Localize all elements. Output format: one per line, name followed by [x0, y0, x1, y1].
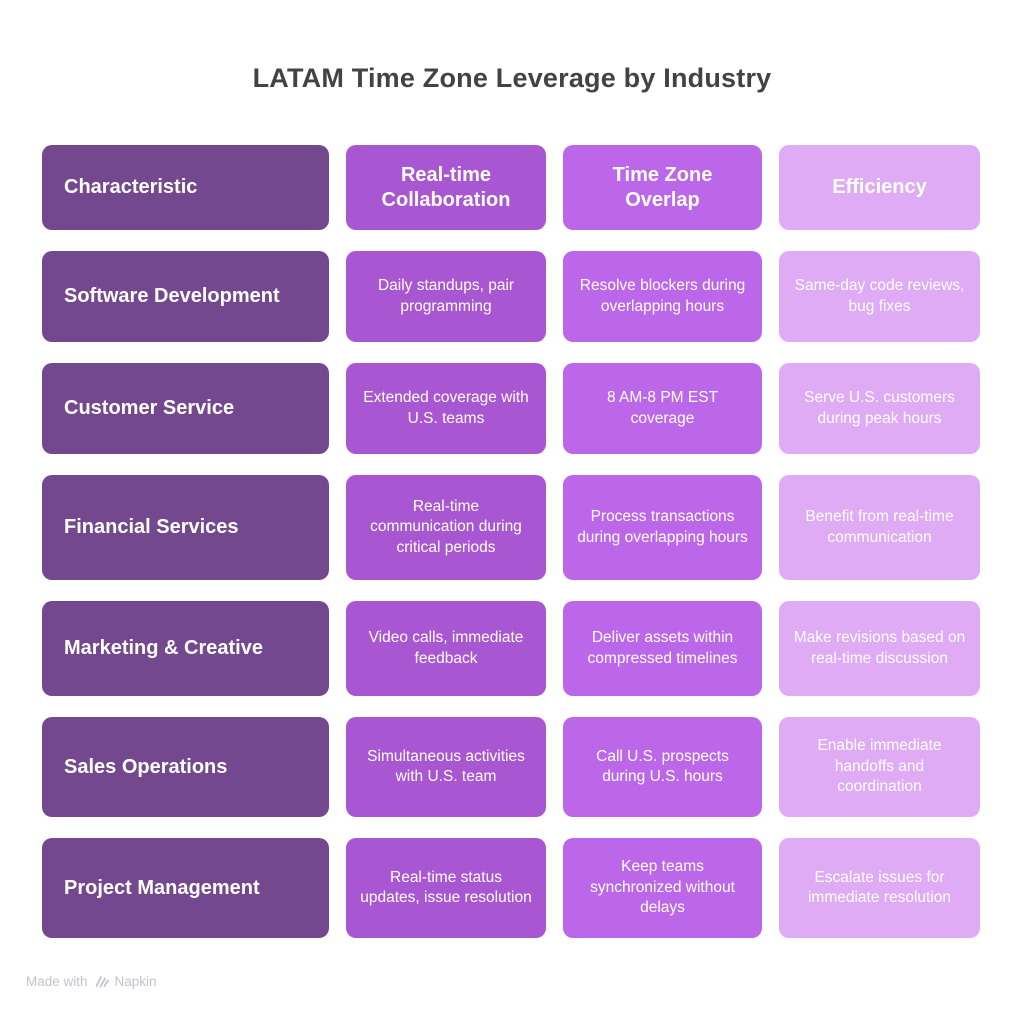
table-cell: Daily standups, pair programming [346, 251, 546, 342]
table-cell: Process transactions during overlapping … [563, 475, 762, 580]
made-with-text: Made with [26, 974, 88, 989]
table-cell: Keep teams synchronized without delays [563, 838, 762, 938]
row-label-customer-service: Customer Service [42, 363, 329, 454]
napkin-brand-text: Napkin [114, 974, 157, 989]
table-cell: Benefit from real-time communication [779, 475, 980, 580]
table-cell: Real-time status updates, issue resoluti… [346, 838, 546, 938]
header-cell-time-zone-overlap: Time Zone Overlap [563, 145, 762, 230]
table-cell: Simultaneous activities with U.S. team [346, 717, 546, 817]
table-cell: Video calls, immediate feedback [346, 601, 546, 696]
industry-matrix-table: Characteristic Real-time Collaboration T… [42, 145, 980, 938]
table-cell: Enable immediate handoffs and coordinati… [779, 717, 980, 817]
row-label-sales-operations: Sales Operations [42, 717, 329, 817]
table-cell: Escalate issues for immediate resolution [779, 838, 980, 938]
table-cell: 8 AM-8 PM EST coverage [563, 363, 762, 454]
page-title: LATAM Time Zone Leverage by Industry [252, 63, 772, 93]
table-cell: Same-day code reviews, bug fixes [779, 251, 980, 342]
table-cell: Real-time communication during critical … [346, 475, 546, 580]
header-cell-efficiency: Efficiency [779, 145, 980, 230]
made-with-napkin-watermark: Made with Napkin [26, 974, 157, 989]
table-cell: Deliver assets within compressed timelin… [563, 601, 762, 696]
header-cell-realtime-collaboration: Real-time Collaboration [346, 145, 546, 230]
row-label-project-management: Project Management [42, 838, 329, 938]
table-cell: Make revisions based on real-time discus… [779, 601, 980, 696]
table-cell: Extended coverage with U.S. teams [346, 363, 546, 454]
header-cell-characteristic: Characteristic [42, 145, 329, 230]
row-label-software-development: Software Development [42, 251, 329, 342]
table-cell: Call U.S. prospects during U.S. hours [563, 717, 762, 817]
table-cell: Resolve blockers during overlapping hour… [563, 251, 762, 342]
row-label-financial-services: Financial Services [42, 475, 329, 580]
table-cell: Serve U.S. customers during peak hours [779, 363, 980, 454]
napkin-logo-icon [95, 976, 109, 988]
row-label-marketing-creative: Marketing & Creative [42, 601, 329, 696]
